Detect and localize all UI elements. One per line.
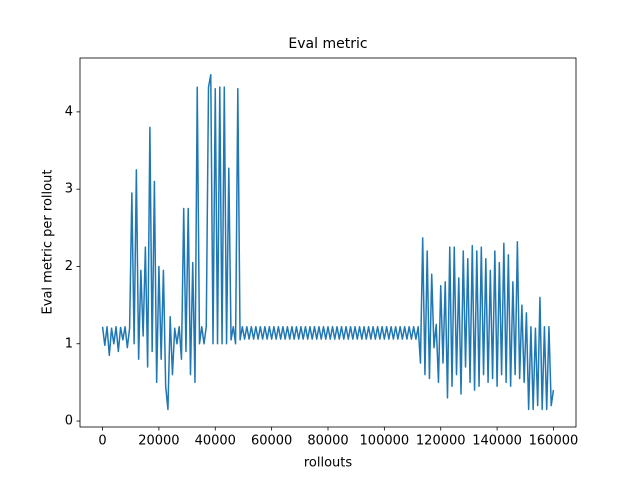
x-tick-label: 0 (98, 434, 106, 449)
x-tick-label: 40000 (195, 434, 236, 449)
x-tick-label: 120000 (416, 434, 466, 449)
x-tick-label: 160000 (529, 434, 579, 449)
y-tick-label: 4 (65, 104, 73, 119)
data-line (101, 74, 555, 411)
x-axis-label: rollouts (304, 456, 353, 471)
chart-title: Eval metric (288, 36, 367, 52)
x-tick-label: 140000 (472, 434, 522, 449)
x-tick-label: 100000 (360, 434, 410, 449)
x-tick-label: 80000 (307, 434, 348, 449)
x-tick-label: 60000 (251, 434, 292, 449)
y-tick-label: 0 (65, 414, 73, 429)
y-tick-label: 1 (65, 336, 73, 351)
y-axis-label: Eval metric per rollout (41, 170, 56, 315)
axes-frame (79, 57, 577, 428)
x-tick-label: 20000 (138, 434, 179, 449)
y-tick-label: 2 (65, 259, 73, 274)
y-tick-label: 3 (65, 182, 73, 197)
